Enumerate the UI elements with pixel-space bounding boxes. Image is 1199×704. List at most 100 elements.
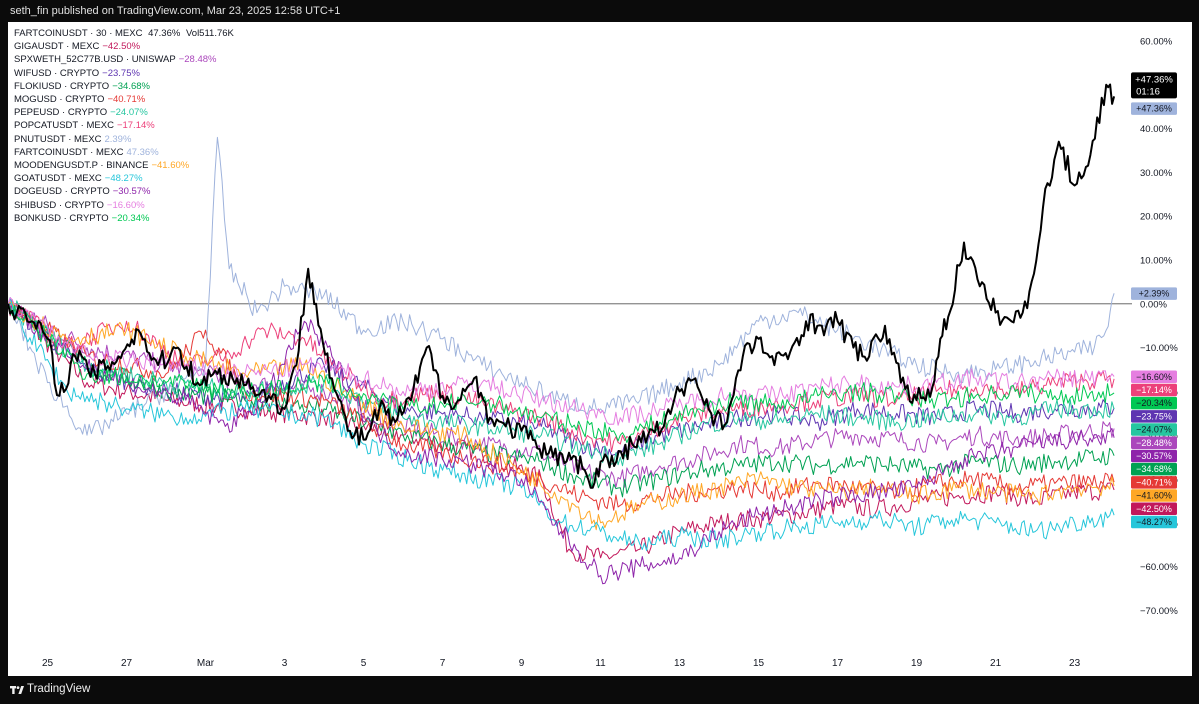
legend-label: GOATUSDT · MEXC (14, 173, 102, 185)
legend-value: −48.27% (104, 173, 143, 185)
legend-value: −17.14% (116, 120, 155, 132)
legend-row[interactable]: BONKUSD · CRYPTO −20.34% (14, 212, 234, 225)
series-line (8, 303, 1115, 488)
legend-value: −16.60% (106, 199, 145, 211)
series-line (8, 297, 1115, 552)
end-value-label: −20.34% (1136, 398, 1172, 408)
legend-row[interactable]: FLOKIUSD · CRYPTO −34.68% (14, 80, 234, 93)
end-value-badge (1131, 423, 1177, 436)
legend-label: DOGEUSD · CRYPTO (14, 186, 110, 198)
y-tick-label: −10.00% (1140, 343, 1178, 354)
legend-value: −23.75% (102, 67, 140, 79)
end-value-badge (1131, 383, 1177, 397)
legend-value: −40.71% (107, 94, 146, 106)
legend-row[interactable]: PNUTUSDT · MEXC 2.39% (14, 133, 234, 146)
legend: FARTCOINUSDT · 30 · MEXC 47.36% Vol511.7… (14, 27, 234, 225)
series-line (8, 303, 1115, 585)
y-tick-label: −30.00% (1140, 431, 1178, 442)
end-value-label: +47.36% (1136, 104, 1172, 114)
x-tick-label: 5 (361, 658, 367, 669)
y-tick-label: 60.00% (1140, 37, 1173, 48)
price-tag-countdown: 01:16 (1136, 86, 1160, 97)
end-value-label: −23.75% (1136, 411, 1172, 421)
legend-row[interactable]: POPCATUSDT · MEXC −17.14% (14, 119, 234, 132)
end-value-label: −48.27% (1136, 517, 1172, 527)
legend-label: FLOKIUSD · CRYPTO (14, 80, 110, 92)
legend-row[interactable]: FARTCOINUSDT · MEXC 47.36% (14, 146, 234, 159)
price-tag (1131, 72, 1177, 99)
legend-value: −24.07% (110, 107, 148, 119)
series-line (8, 299, 1115, 453)
x-tick-label: 17 (832, 658, 844, 669)
chart-panel[interactable]: 60.00%50.00%40.00%30.00%20.00%10.00%0.00… (8, 22, 1192, 676)
legend-label: BONKUSD · CRYPTO (14, 212, 109, 224)
legend-value: −34.68% (112, 80, 150, 92)
end-value-label: −41.60% (1136, 491, 1172, 501)
x-tick-label: 7 (440, 658, 446, 669)
publish-info-bar: seth_fin published on TradingView.com, M… (0, 0, 1199, 22)
published-text: seth_fin published on TradingView.com, M… (10, 5, 341, 17)
x-tick-label: 3 (282, 658, 288, 669)
legend-label: POPCATUSDT · MEXC (14, 120, 114, 132)
x-tick-label: 9 (519, 658, 525, 669)
legend-label: SHIBUSD · CRYPTO (14, 199, 104, 211)
end-value-label: −30.57% (1136, 451, 1172, 461)
end-value-label: −42.50% (1136, 504, 1172, 514)
chart-svg[interactable]: 60.00%50.00%40.00%30.00%20.00%10.00%0.00… (8, 22, 1192, 676)
end-value-badge (1131, 489, 1177, 502)
x-tick-label: 19 (911, 658, 923, 669)
legend-label: PNUTUSDT · MEXC (14, 133, 102, 145)
series-line (8, 301, 1115, 531)
legend-label: PEPEUSD · CRYPTO (14, 107, 108, 119)
legend-label: FARTCOINUSDT · MEXC (14, 146, 124, 158)
end-value-badge (1131, 476, 1177, 489)
legend-row[interactable]: MOGUSD · CRYPTO −40.71% (14, 93, 234, 106)
end-value-badge (1131, 436, 1177, 450)
x-tick-label: 27 (121, 658, 133, 669)
legend-value: −30.57% (112, 186, 151, 198)
series-line (8, 303, 1115, 498)
end-value-badge (1131, 370, 1177, 384)
y-tick-label: −70.00% (1140, 606, 1178, 617)
end-value-label: −28.48% (1136, 438, 1172, 448)
legend-value: −42.50% (102, 41, 141, 53)
end-value-label: +2.39% (1139, 289, 1170, 299)
legend-row[interactable]: MOODENGUSDT.P · BINANCE −41.60% (14, 159, 234, 172)
price-tag-value: +47.36% (1135, 74, 1173, 85)
end-value-label: −17.14% (1136, 385, 1172, 395)
x-tick-label: 13 (674, 658, 686, 669)
legend-row[interactable]: SHIBUSD · CRYPTO −16.60% (14, 199, 234, 212)
legend-row[interactable]: WIFUSD · CRYPTO −23.75% (14, 67, 234, 80)
y-tick-label: 20.00% (1140, 212, 1173, 223)
legend-main-volume: Vol511.76K (185, 28, 234, 39)
legend-main-value: 47.36% (148, 28, 181, 39)
end-value-badge (1131, 462, 1177, 476)
legend-row[interactable]: GIGAUSDT · MEXC −42.50% (14, 40, 234, 53)
tradingview-logo-icon (10, 686, 24, 694)
tradingview-brand[interactable]: TradingView (27, 683, 91, 695)
legend-value: −20.34% (111, 212, 150, 224)
series-line (8, 303, 1115, 444)
end-value-badge (1131, 396, 1177, 410)
x-tick-label: 11 (595, 658, 606, 669)
end-value-badge (1131, 449, 1177, 463)
footer-bar: TradingView (0, 676, 1199, 704)
legend-label: GIGAUSDT · MEXC (14, 41, 100, 53)
legend-label: SPXWETH_52C77B.USD · UNISWAP (14, 54, 176, 66)
y-tick-label: 0.00% (1140, 299, 1167, 310)
legend-row[interactable]: DOGEUSD · CRYPTO −30.57% (14, 185, 234, 198)
series-line (8, 300, 1115, 512)
series-line (8, 300, 1115, 467)
legend-main-row[interactable]: FARTCOINUSDT · 30 · MEXC 47.36% Vol511.7… (14, 27, 234, 40)
series-line (8, 299, 1115, 562)
legend-value: −28.48% (178, 54, 217, 66)
legend-row[interactable]: GOATUSDT · MEXC −48.27% (14, 172, 234, 185)
legend-label: WIFUSD · CRYPTO (14, 67, 100, 79)
end-value-label: −34.68% (1136, 464, 1172, 474)
legend-main-symbol: FARTCOINUSDT · 30 · MEXC (14, 28, 143, 39)
legend-row[interactable]: PEPEUSD · CRYPTO −24.07% (14, 106, 234, 119)
end-value-label: −40.71% (1136, 477, 1172, 487)
legend-row[interactable]: SPXWETH_52C77B.USD · UNISWAP −28.48% (14, 53, 234, 66)
legend-value: 47.36% (126, 146, 159, 158)
y-tick-label: 40.00% (1140, 124, 1173, 135)
